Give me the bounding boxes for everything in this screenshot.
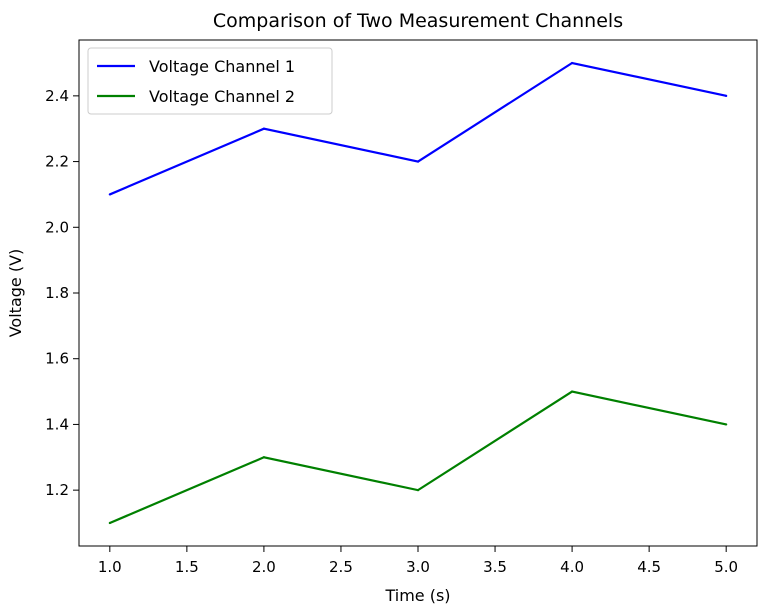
x-tick-label: 1.5	[175, 558, 199, 576]
x-tick-label: 4.5	[637, 558, 661, 576]
y-tick-label: 2.4	[45, 87, 69, 105]
x-tick-label: 4.0	[560, 558, 584, 576]
y-tick-label: 2.0	[45, 218, 69, 236]
data-point	[262, 456, 266, 459]
data-point	[570, 390, 574, 393]
x-tick-label: 2.0	[252, 558, 276, 576]
y-axis-label: Voltage (V)	[6, 249, 25, 338]
plot-area: 1.0 1.5 2.0 2.5 3.0 3.5 4.0 4.5 5.0 1.2 1.4 1.6 1.8 2…	[45, 39, 758, 576]
data-point	[108, 193, 111, 196]
data-point	[570, 61, 574, 65]
legend-box	[87, 47, 333, 115]
y-tick-label: 2.2	[45, 153, 69, 171]
legend-label-1: Voltage Channel 1	[149, 57, 295, 76]
chart-title: Comparison of Two Measurement Channels	[213, 10, 623, 32]
data-point	[262, 127, 266, 130]
data-point	[725, 423, 728, 426]
x-tick-label: 1.0	[98, 558, 122, 576]
x-tick-label: 3.0	[406, 558, 430, 576]
y-tick-label: 1.6	[45, 350, 69, 368]
x-tick-label: 2.5	[329, 558, 353, 576]
y-tick-label: 1.4	[45, 415, 69, 433]
data-point	[725, 94, 728, 97]
y-tick-label: 1.8	[45, 284, 69, 302]
x-axis-label: Time (s)	[384, 586, 450, 605]
plot-frame	[78, 39, 758, 547]
legend-label-2: Voltage Channel 2	[149, 87, 295, 106]
series-line-2	[109, 390, 727, 525]
data-point	[416, 160, 420, 163]
y-tick-label: 1.2	[45, 481, 69, 499]
x-tick-label: 5.0	[714, 558, 738, 576]
data-point	[108, 521, 111, 525]
data-point	[416, 489, 420, 492]
x-tick-label: 3.5	[483, 558, 507, 576]
